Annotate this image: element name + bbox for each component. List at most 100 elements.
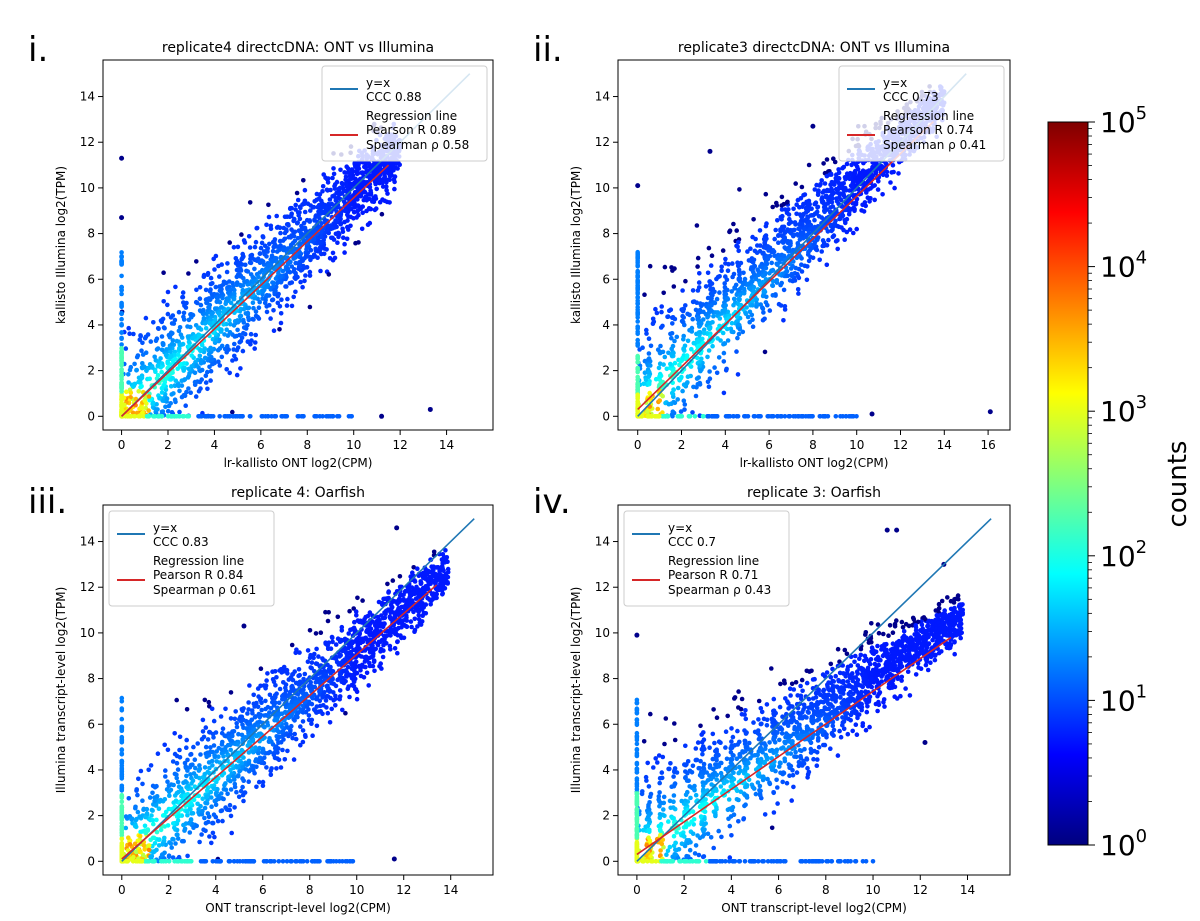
density-point xyxy=(819,249,824,254)
density-point xyxy=(353,164,358,169)
density-point xyxy=(775,218,780,223)
density-point xyxy=(184,707,190,712)
density-point xyxy=(848,183,854,189)
density-point xyxy=(227,330,233,335)
density-point xyxy=(640,345,645,351)
density-point xyxy=(301,220,307,226)
chart-title: replicate3 directcDNA: ONT vs Illumina xyxy=(678,40,950,56)
zero-y-point xyxy=(778,414,783,419)
density-point xyxy=(307,269,313,275)
density-point xyxy=(163,404,168,410)
density-point xyxy=(186,339,192,345)
density-point xyxy=(770,204,775,210)
density-point xyxy=(250,300,256,306)
density-point xyxy=(165,289,171,295)
y-tick-label: 4 xyxy=(87,318,95,332)
density-point xyxy=(374,186,380,192)
density-point xyxy=(411,565,417,570)
density-point xyxy=(209,346,214,352)
density-point xyxy=(163,387,169,393)
density-point xyxy=(234,280,240,285)
density-point xyxy=(767,308,773,313)
density-point xyxy=(221,322,226,327)
zero-x-point xyxy=(635,341,640,346)
y-tick-label: 12 xyxy=(80,135,95,149)
density-point xyxy=(385,581,390,587)
density-point xyxy=(681,315,686,320)
density-point xyxy=(843,220,848,226)
density-point xyxy=(210,763,215,768)
density-point xyxy=(836,167,841,172)
density-point xyxy=(219,354,225,360)
density-point xyxy=(200,729,206,734)
density-point xyxy=(696,280,702,285)
density-point xyxy=(302,225,308,231)
density-point xyxy=(795,271,800,277)
density-point xyxy=(293,207,298,212)
y-axis-label: kallisto Illumina log2(TPM) xyxy=(569,166,583,324)
density-point xyxy=(174,760,180,766)
legend-pearson-label: Pearson R 0.89 xyxy=(366,123,456,137)
zero-x-point xyxy=(119,291,124,297)
density-point xyxy=(706,384,712,390)
density-point xyxy=(244,268,249,274)
density-point xyxy=(804,277,810,283)
density-point xyxy=(267,241,272,247)
density-point xyxy=(758,282,763,288)
zero-y-point xyxy=(280,414,285,419)
density-point xyxy=(408,619,414,624)
density-point xyxy=(240,784,245,790)
density-point xyxy=(164,396,170,401)
density-point xyxy=(714,296,720,302)
density-point xyxy=(776,233,781,238)
density-point xyxy=(175,383,181,388)
density-point xyxy=(810,255,816,261)
density-point xyxy=(240,348,246,354)
density-point xyxy=(374,166,379,172)
density-point xyxy=(302,278,307,284)
density-point xyxy=(847,209,852,214)
density-point xyxy=(670,268,675,273)
x-tick-label: 8 xyxy=(809,438,817,452)
zero-x-point xyxy=(635,319,640,324)
density-point xyxy=(782,245,787,250)
density-point xyxy=(741,286,747,292)
density-point xyxy=(387,177,393,183)
density-point xyxy=(311,236,317,242)
density-point xyxy=(696,321,702,326)
density-point xyxy=(836,180,841,186)
zero-x-point xyxy=(635,291,640,297)
density-point xyxy=(314,723,320,729)
density-point xyxy=(127,331,132,337)
density-point xyxy=(236,268,241,273)
density-point xyxy=(703,284,709,289)
density-point xyxy=(644,331,649,336)
density-point xyxy=(222,332,227,337)
density-point xyxy=(888,180,893,185)
x-tick-label: 16 xyxy=(980,438,995,452)
y-tick-label: 12 xyxy=(595,135,610,149)
density-point xyxy=(185,324,190,329)
density-point xyxy=(252,296,257,301)
density-point xyxy=(173,378,179,384)
density-point xyxy=(690,316,695,322)
density-point xyxy=(356,240,361,245)
density-point xyxy=(233,356,239,362)
density-point xyxy=(793,265,799,271)
density-point xyxy=(697,343,702,348)
density-point xyxy=(230,280,235,286)
density-point xyxy=(360,598,365,603)
density-point xyxy=(710,343,715,349)
density-point xyxy=(332,186,338,191)
density-point xyxy=(210,749,215,755)
density-point xyxy=(280,697,285,702)
density-point xyxy=(868,196,873,201)
density-point xyxy=(271,280,276,286)
density-point xyxy=(342,170,347,175)
density-point xyxy=(158,356,163,361)
density-point xyxy=(366,161,372,166)
density-point xyxy=(762,316,767,322)
density-point xyxy=(856,173,862,178)
density-point xyxy=(227,802,233,808)
zero-x-point xyxy=(635,383,640,389)
